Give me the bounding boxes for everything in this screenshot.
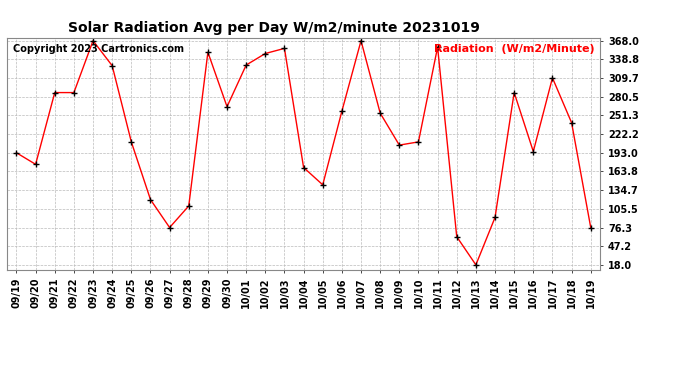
Title: Solar Radiation Avg per Day W/m2/minute 20231019: Solar Radiation Avg per Day W/m2/minute … (68, 21, 480, 35)
Text: Copyright 2023 Cartronics.com: Copyright 2023 Cartronics.com (13, 45, 184, 54)
Text: Radiation  (W/m2/Minute): Radiation (W/m2/Minute) (434, 45, 594, 54)
